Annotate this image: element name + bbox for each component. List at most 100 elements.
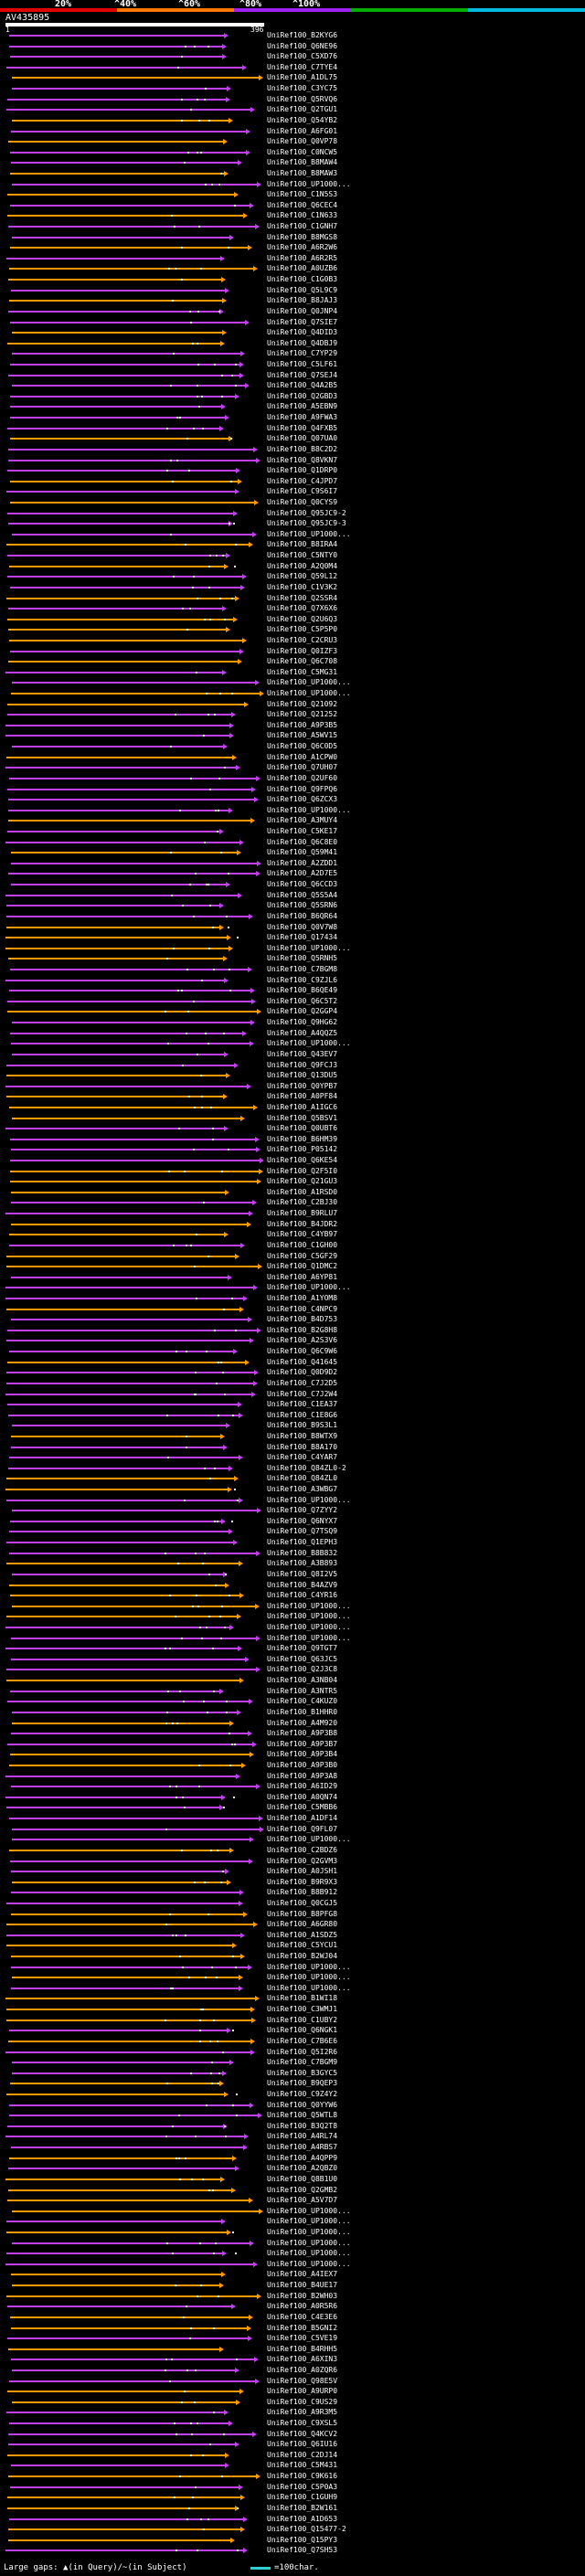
hit-label[interactable]: UniRef100_A9P3B7 — [267, 1739, 338, 1748]
hit-label[interactable]: UniRef100_UP1000... — [267, 1835, 351, 1844]
hit-label[interactable]: UniRef100_C7BGM9 — [267, 2058, 338, 2067]
hit-label[interactable]: UniRef100_Q43EV7 — [267, 1049, 338, 1058]
hit-label[interactable]: UniRef100_C3WMJ1 — [267, 2005, 338, 2014]
hit-label[interactable]: UniRef100_B8MAW3 — [267, 168, 338, 177]
hit-label[interactable]: UniRef100_A9P3A8 — [267, 1771, 338, 1780]
hit-label[interactable]: UniRef100_Q5I2R6 — [267, 2047, 338, 2056]
hit-label[interactable]: UniRef100_Q15477-2 — [267, 2525, 346, 2534]
hit-label[interactable]: UniRef100_B4AZV9 — [267, 1580, 338, 1589]
hit-label[interactable]: UniRef100_A1DF14 — [267, 1814, 338, 1823]
hit-label[interactable]: UniRef100_C7B6E6 — [267, 2036, 338, 2045]
hit-label[interactable]: UniRef100_A5WV15 — [267, 731, 338, 740]
hit-label[interactable]: UniRef100_Q2F5I0 — [267, 1166, 338, 1175]
hit-label[interactable]: UniRef100_A1DL75 — [267, 73, 338, 82]
hit-label[interactable]: UniRef100_C9XSL5 — [267, 2419, 338, 2428]
hit-label[interactable]: UniRef100_C2CRU3 — [267, 635, 338, 644]
hit-label[interactable]: UniRef100_B8C2D2 — [267, 444, 338, 453]
hit-label[interactable]: UniRef100_UP1000... — [267, 689, 351, 698]
hit-label[interactable]: UniRef100_B4JDR2 — [267, 1219, 338, 1228]
hit-label[interactable]: UniRef100_UP1000... — [267, 1973, 351, 1982]
hit-label[interactable]: UniRef100_UP1000... — [267, 2238, 351, 2247]
hit-label[interactable]: UniRef100_Q6NYX7 — [267, 1516, 338, 1525]
hit-label[interactable]: UniRef100_B8WTX9 — [267, 1431, 338, 1440]
hit-label[interactable]: UniRef100_C5KE17 — [267, 827, 338, 835]
hit-label[interactable]: UniRef100_B2G8H8 — [267, 1325, 338, 1334]
hit-label[interactable]: UniRef100_C1EA37 — [267, 1400, 338, 1409]
hit-label[interactable]: UniRef100_C1GUH9 — [267, 2493, 338, 2502]
hit-label[interactable]: UniRef100_C5M431 — [267, 2461, 338, 2470]
hit-label[interactable]: UniRef100_C4YB97 — [267, 1230, 338, 1239]
hit-label[interactable]: UniRef100_C1N633 — [267, 211, 338, 220]
hit-label[interactable]: UniRef100_Q21GU3 — [267, 1177, 338, 1186]
hit-label[interactable]: UniRef100_A0QN74 — [267, 1792, 338, 1801]
hit-label[interactable]: UniRef100_C9K616 — [267, 2472, 338, 2481]
hit-label[interactable]: UniRef100_B8B832 — [267, 1548, 338, 1557]
hit-label[interactable]: UniRef100_B2WH03 — [267, 2291, 338, 2300]
hit-label[interactable]: UniRef100_Q9TGT7 — [267, 1644, 338, 1653]
hit-label[interactable]: UniRef100_A3NTR5 — [267, 1686, 338, 1695]
hit-label[interactable]: UniRef100_Q15PY3 — [267, 2535, 338, 2544]
hit-label[interactable]: UniRef100_Q2TGU1 — [267, 105, 338, 114]
hit-label[interactable]: UniRef100_C1G0B3 — [267, 275, 338, 284]
hit-label[interactable]: UniRef100_UP1000... — [267, 1039, 351, 1048]
hit-label[interactable]: UniRef100_C7YP29 — [267, 349, 338, 358]
hit-label[interactable]: UniRef100_B1HHR0 — [267, 1707, 338, 1716]
hit-label[interactable]: UniRef100_Q21092 — [267, 699, 338, 708]
hit-label[interactable]: UniRef100_B9QEP3 — [267, 2079, 338, 2088]
hit-label[interactable]: UniRef100_Q1DMC2 — [267, 1262, 338, 1271]
hit-label[interactable]: UniRef100_C4KUZ0 — [267, 1697, 338, 1706]
hit-label[interactable]: UniRef100_Q1DRP0 — [267, 466, 338, 475]
hit-label[interactable]: UniRef100_Q59M41 — [267, 848, 338, 857]
hit-label[interactable]: UniRef100_UP1000... — [267, 1495, 351, 1504]
hit-label[interactable]: UniRef100_UP1000... — [267, 1623, 351, 1632]
hit-label[interactable]: UniRef100_C1V3K2 — [267, 582, 338, 591]
hit-label[interactable]: UniRef100_A6XIN3 — [267, 2355, 338, 2364]
hit-label[interactable]: UniRef100_C1E8G6 — [267, 1410, 338, 1419]
hit-label[interactable]: UniRef100_Q7ZYY2 — [267, 1506, 338, 1515]
hit-label[interactable]: UniRef100_A4QPP9 — [267, 2153, 338, 2162]
hit-label[interactable]: UniRef100_Q0D9D2 — [267, 1368, 338, 1377]
hit-label[interactable]: UniRef100_C1UBY2 — [267, 2015, 338, 2024]
hit-label[interactable]: UniRef100_Q6CEC4 — [267, 200, 338, 209]
hit-label[interactable]: UniRef100_Q7SEJ4 — [267, 370, 338, 379]
hit-label[interactable]: UniRef100_UP1000... — [267, 179, 351, 188]
hit-label[interactable]: UniRef100_C3YC75 — [267, 84, 338, 93]
hit-label[interactable]: UniRef100_A9P3B4 — [267, 1750, 338, 1759]
hit-label[interactable]: UniRef100_A9URP0 — [267, 2387, 338, 2396]
hit-label[interactable]: UniRef100_B5GNI2 — [267, 2323, 338, 2332]
hit-label[interactable]: UniRef100_B8A170 — [267, 1442, 338, 1451]
hit-label[interactable]: UniRef100_A2S3V6 — [267, 1336, 338, 1345]
hit-label[interactable]: UniRef100_A9P3B5 — [267, 720, 338, 729]
hit-label[interactable]: UniRef100_B8JAJ3 — [267, 296, 338, 305]
hit-label[interactable]: UniRef100_C5YCU1 — [267, 1941, 338, 1950]
hit-label[interactable]: UniRef100_Q7SH53 — [267, 2546, 338, 2555]
hit-label[interactable]: UniRef100_A6GR80 — [267, 1920, 338, 1929]
hit-label[interactable]: UniRef100_Q4DID3 — [267, 328, 338, 337]
hit-label[interactable]: UniRef100_A3B893 — [267, 1559, 338, 1568]
hit-label[interactable]: UniRef100_C5GF29 — [267, 1251, 338, 1260]
hit-label[interactable]: UniRef100_A3WBG7 — [267, 1485, 338, 1494]
hit-label[interactable]: UniRef100_B2WJ04 — [267, 1952, 338, 1961]
hit-label[interactable]: UniRef100_Q0VP78 — [267, 137, 338, 146]
hit-label[interactable]: UniRef100_UP1000... — [267, 678, 351, 687]
hit-label[interactable]: UniRef100_C4JPD7 — [267, 476, 338, 485]
hit-label[interactable]: UniRef100_A2ZDD1 — [267, 858, 338, 867]
hit-label[interactable]: UniRef100_B2W161 — [267, 2503, 338, 2512]
hit-label[interactable]: UniRef100_B8B912 — [267, 1888, 338, 1897]
hit-label[interactable]: UniRef100_B3GYC5 — [267, 2068, 338, 2077]
hit-label[interactable]: UniRef100_Q4A2B5 — [267, 381, 338, 390]
hit-label[interactable]: UniRef100_UP1000... — [267, 2217, 351, 2226]
hit-label[interactable]: UniRef100_B8PFG8 — [267, 1909, 338, 1918]
hit-label[interactable]: UniRef100_C5XD76 — [267, 52, 338, 61]
hit-label[interactable]: UniRef100_Q63JC5 — [267, 1654, 338, 1663]
hit-label[interactable]: UniRef100_A4RL74 — [267, 2132, 338, 2141]
hit-label[interactable]: UniRef100_C9US29 — [267, 2397, 338, 2406]
hit-label[interactable]: UniRef100_A1SDZ5 — [267, 1930, 338, 1939]
hit-label[interactable]: UniRef100_UP1000... — [267, 2259, 351, 2268]
hit-label[interactable]: UniRef100_Q0V7W8 — [267, 922, 338, 931]
hit-label[interactable]: UniRef100_C4NPC9 — [267, 1304, 338, 1313]
hit-label[interactable]: UniRef100_Q0YYW6 — [267, 2100, 338, 2109]
hit-label[interactable]: UniRef100_C5P5P0 — [267, 625, 338, 634]
hit-label[interactable]: UniRef100_UP1000... — [267, 2249, 351, 2258]
hit-label[interactable]: UniRef100_B9RLU7 — [267, 1209, 338, 1218]
